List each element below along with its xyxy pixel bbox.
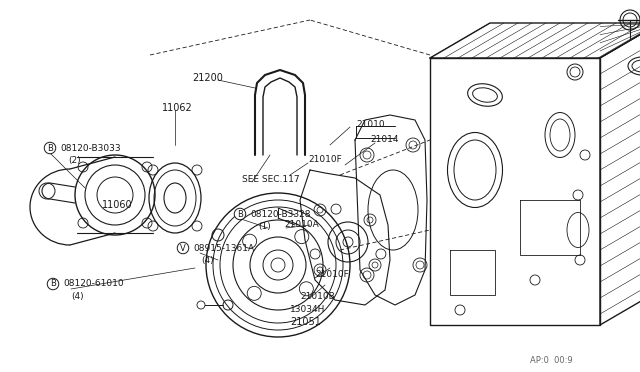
Text: 21014: 21014 <box>370 135 399 144</box>
Text: 11062: 11062 <box>162 103 193 113</box>
Text: AP:0  00:9: AP:0 00:9 <box>530 356 573 365</box>
Text: 08120-B3328: 08120-B3328 <box>250 209 310 218</box>
Text: 08915-1361A: 08915-1361A <box>193 244 254 253</box>
Text: B: B <box>47 144 53 153</box>
Text: (1): (1) <box>258 222 271 231</box>
Text: 21010: 21010 <box>356 120 385 129</box>
Text: (4): (4) <box>71 292 84 301</box>
Text: 21010F: 21010F <box>308 155 342 164</box>
Text: 21051: 21051 <box>290 317 321 327</box>
Text: 08120-B3033: 08120-B3033 <box>60 144 120 153</box>
Text: 08120-61010: 08120-61010 <box>63 279 124 289</box>
Text: B: B <box>237 209 243 218</box>
Text: 13034H: 13034H <box>290 305 325 314</box>
Text: 21010F: 21010F <box>315 270 349 279</box>
Text: 11060: 11060 <box>102 200 132 210</box>
Text: V: V <box>180 244 186 253</box>
Text: (2): (2) <box>68 156 81 165</box>
Text: (4): (4) <box>201 256 214 265</box>
Circle shape <box>197 301 205 309</box>
Text: SEE SEC.117: SEE SEC.117 <box>242 175 300 184</box>
Text: 21200: 21200 <box>192 73 223 83</box>
Text: B: B <box>50 279 56 289</box>
Text: 21010B: 21010B <box>300 292 335 301</box>
Text: 21010A: 21010A <box>284 220 319 229</box>
